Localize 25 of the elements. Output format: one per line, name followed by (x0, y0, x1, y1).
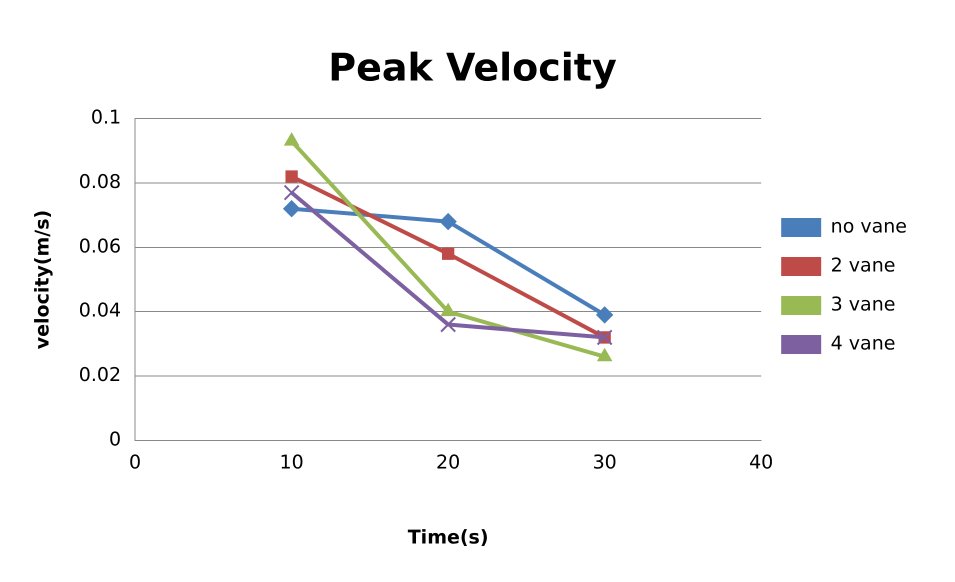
x-tick-label: 40 (749, 452, 774, 474)
legend-label: no vane (830, 215, 908, 238)
point (596, 306, 614, 324)
x-axis-title: Time(s) (408, 526, 489, 549)
x-tick-label: 10 (280, 452, 304, 474)
y-tick-label: 0.04 (78, 300, 122, 322)
point (440, 316, 456, 333)
chart-title: Peak Velocity (328, 46, 617, 90)
x-tick-label: 0 (129, 452, 142, 474)
point (442, 248, 454, 260)
legend-label: 4 vane (830, 332, 896, 354)
legend-label: 2 vane (830, 254, 896, 276)
point (283, 200, 300, 218)
y-tick-label: 0.02 (78, 364, 122, 386)
y-axis-title: velocity(m/s) (31, 210, 54, 350)
y-tick-label: 0.06 (78, 235, 122, 258)
legend-label: 3 vane (830, 293, 896, 316)
y-tick-label: 0.08 (78, 170, 122, 193)
x-tick-label: 20 (436, 452, 460, 474)
y-tick-label: 0 (109, 428, 122, 450)
x-tick-label: 30 (592, 452, 617, 474)
y-tick-label: 0.1 (90, 106, 122, 129)
point (285, 170, 298, 183)
point (440, 213, 457, 230)
point (284, 184, 300, 201)
